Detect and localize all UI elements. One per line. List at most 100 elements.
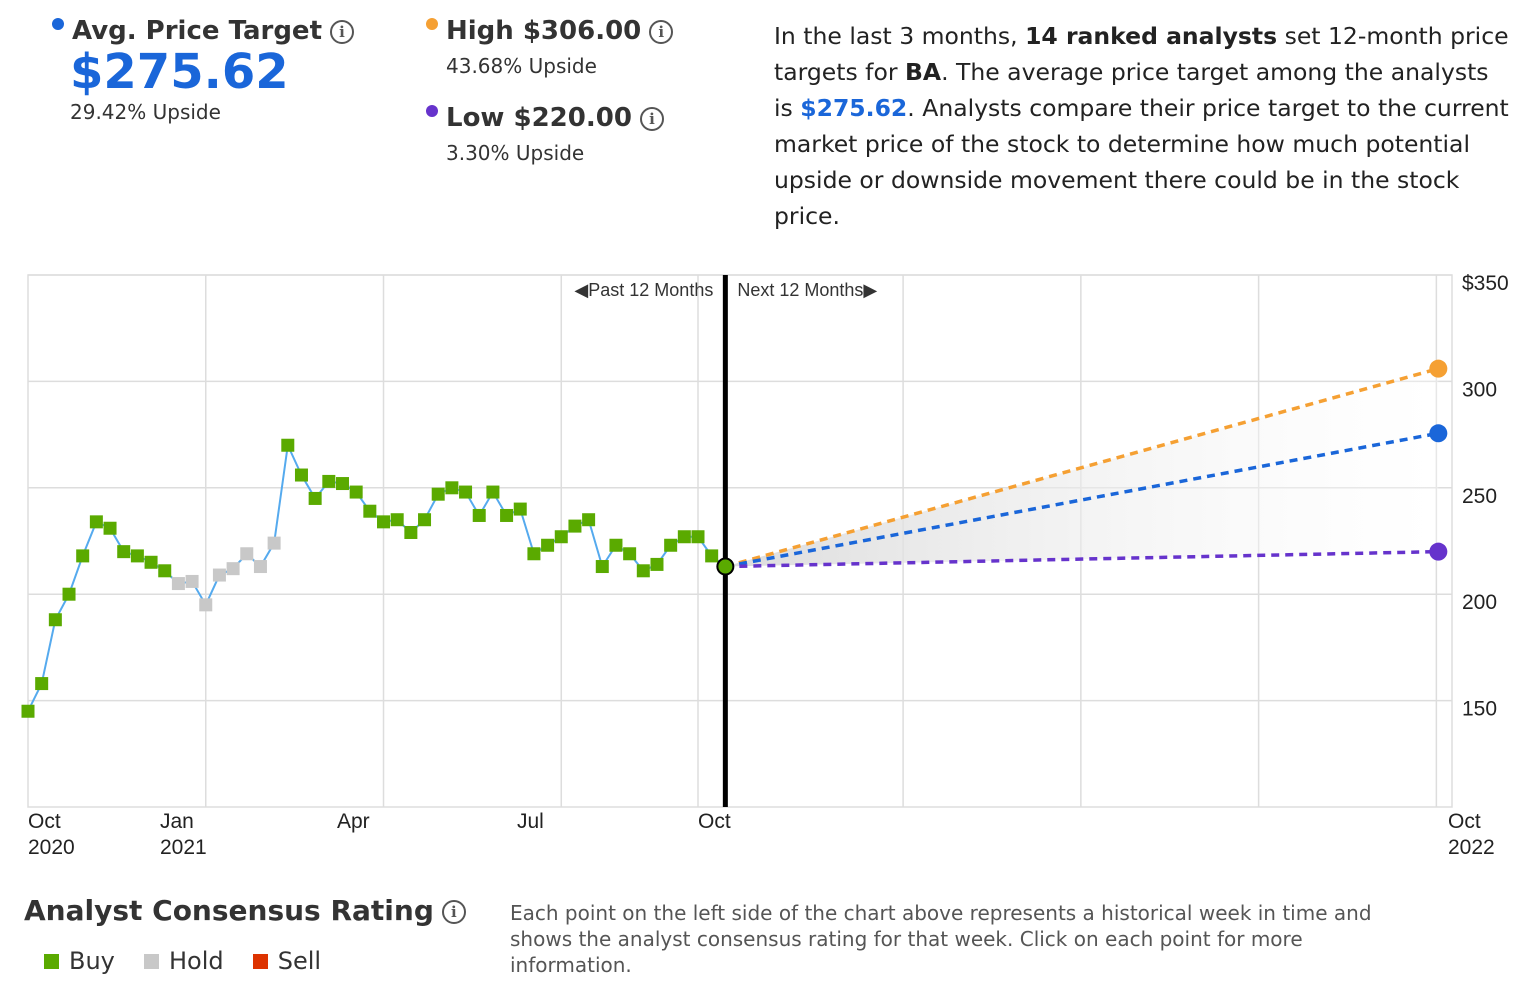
rating-point[interactable]	[212, 568, 226, 582]
legend-sell: Sell	[277, 947, 322, 975]
projection-cone	[725, 368, 1439, 567]
consensus-note: Each point on the left side of the chart…	[510, 901, 1372, 977]
avg-target-value: $275.62	[70, 44, 289, 100]
high-target-upside: 43.68% Upside	[446, 54, 597, 78]
rating-point[interactable]	[171, 577, 185, 591]
rating-point[interactable]	[390, 513, 404, 527]
rating-point[interactable]	[117, 545, 131, 559]
buy-swatch	[44, 953, 59, 969]
rating-point[interactable]	[691, 530, 705, 544]
target-description: In the last 3 months, 14 ranked analysts…	[774, 22, 1509, 230]
rating-legend: Buy Hold Sell	[44, 947, 466, 975]
avg-target-point	[1429, 424, 1448, 443]
low-projection-line	[725, 549, 1439, 569]
rating-point[interactable]	[130, 549, 144, 563]
high-target-label: High $306.00	[446, 16, 642, 46]
rating-point[interactable]	[677, 530, 691, 544]
rating-point[interactable]	[89, 515, 103, 529]
rating-point[interactable]	[664, 538, 678, 552]
rating-point[interactable]	[623, 547, 637, 561]
rating-point[interactable]	[609, 538, 623, 552]
rating-point[interactable]	[445, 481, 459, 495]
info-icon[interactable]: i	[441, 900, 466, 924]
rating-point[interactable]	[267, 536, 281, 550]
rating-point[interactable]	[472, 508, 486, 522]
rating-point[interactable]	[21, 704, 35, 718]
rating-point[interactable]	[48, 613, 62, 627]
consensus-block: Analyst Consensus Rating i Buy Hold Sell	[24, 894, 466, 975]
rating-point[interactable]	[363, 504, 377, 518]
x-tick-month: Jul	[517, 810, 544, 833]
x-tick-year: 2022	[1448, 836, 1495, 859]
y-tick-label: 300	[1462, 378, 1497, 401]
rating-point[interactable]	[582, 513, 596, 527]
rating-point[interactable]	[253, 560, 267, 574]
y-tick-label: 200	[1462, 591, 1497, 614]
rating-point[interactable]	[185, 574, 199, 588]
rating-point[interactable]	[404, 525, 418, 539]
x-tick-year: 2021	[160, 836, 207, 859]
rating-point[interactable]	[527, 547, 541, 561]
rating-point[interactable]	[705, 549, 719, 563]
rating-point[interactable]	[636, 564, 650, 578]
rating-point[interactable]	[541, 538, 555, 552]
high-dot-icon	[426, 17, 438, 30]
rating-point[interactable]	[62, 587, 76, 601]
rating-point[interactable]	[308, 491, 322, 505]
low-dot-icon	[426, 104, 438, 117]
rating-point[interactable]	[281, 438, 295, 452]
legend-buy: Buy	[69, 947, 115, 975]
rating-point[interactable]	[199, 598, 213, 612]
avg-target-label: Avg. Price Target	[72, 16, 322, 46]
x-tick-month: Oct	[1448, 810, 1481, 833]
rating-point[interactable]	[144, 555, 158, 569]
consensus-title: Analyst Consensus Rating i	[24, 894, 466, 927]
rating-point[interactable]	[335, 477, 349, 491]
rating-point[interactable]	[322, 474, 336, 488]
rating-point[interactable]	[35, 677, 49, 691]
sell-swatch	[252, 953, 268, 969]
hold-swatch	[143, 953, 159, 969]
rating-point[interactable]	[103, 521, 117, 535]
rating-point[interactable]	[418, 513, 432, 527]
avg-target-upside: 29.42% Upside	[70, 100, 221, 124]
x-tick-month: Jan	[160, 810, 194, 833]
rating-point[interactable]	[158, 564, 172, 578]
high-target-title: High $306.00 i	[426, 16, 674, 46]
past-12-months-label: ◀Past 12 Months	[574, 280, 713, 300]
current-price-point	[716, 557, 735, 576]
info-icon[interactable]: i	[330, 19, 354, 44]
rating-point[interactable]	[226, 562, 240, 576]
rating-point[interactable]	[554, 530, 568, 544]
rating-point[interactable]	[459, 485, 473, 499]
y-tick-label: $350	[1462, 272, 1509, 295]
high-target-point	[1429, 359, 1448, 378]
rating-point[interactable]	[349, 485, 363, 499]
avg-dot-icon	[52, 17, 64, 30]
rating-point[interactable]	[377, 515, 391, 529]
low-target-block: Low $220.00 i 3.30% Upside	[426, 103, 664, 165]
rating-point[interactable]	[513, 502, 527, 516]
x-tick-month: Apr	[337, 810, 370, 833]
rating-point[interactable]	[500, 508, 514, 522]
legend-hold: Hold	[168, 947, 224, 975]
rating-point[interactable]	[595, 560, 609, 574]
rating-point[interactable]	[650, 557, 664, 571]
rating-point[interactable]	[486, 485, 500, 499]
y-tick-label: 150	[1462, 698, 1497, 721]
rating-point[interactable]	[431, 487, 445, 501]
info-icon[interactable]: i	[649, 19, 674, 44]
next-12-months-label: Next 12 Months▶	[737, 280, 877, 300]
price-target-chart: $350 300 250 200 150 Oct 2020 Jan 2021 Apr Jul Oct O…	[21, 272, 1509, 859]
avg-target-title: Avg. Price Target i	[52, 16, 354, 46]
avg-target-block: Avg. Price Target i $275.62 29.42% Upside	[52, 16, 354, 124]
high-target-block: High $306.00 i 43.68% Upside	[426, 16, 674, 78]
x-tick-year: 2020	[28, 836, 75, 859]
y-tick-label: 250	[1462, 485, 1497, 508]
low-target-point	[1429, 542, 1448, 561]
rating-point[interactable]	[568, 519, 582, 533]
rating-point[interactable]	[76, 549, 90, 563]
rating-point[interactable]	[294, 468, 308, 482]
info-icon[interactable]: i	[639, 106, 664, 131]
rating-point[interactable]	[240, 547, 254, 561]
